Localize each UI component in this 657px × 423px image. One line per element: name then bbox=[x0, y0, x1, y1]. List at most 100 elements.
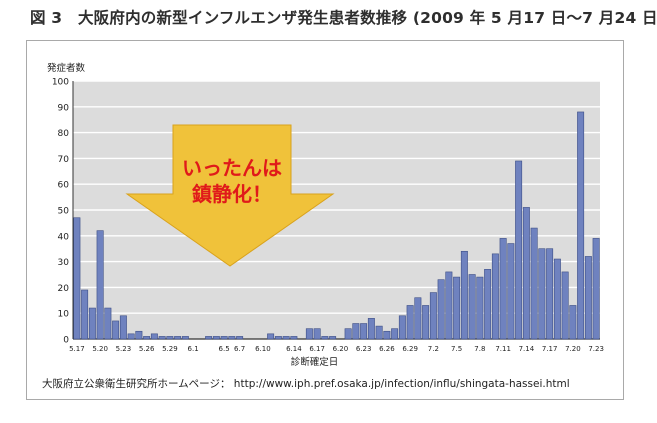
x-tick-label: 6.26 bbox=[379, 345, 395, 353]
bar bbox=[584, 256, 592, 340]
bar bbox=[406, 305, 414, 340]
down-arrow-shape bbox=[125, 124, 335, 267]
bar bbox=[383, 330, 391, 340]
x-tick-label: 7.23 bbox=[588, 345, 604, 353]
bar bbox=[321, 336, 329, 340]
x-tick-label: 6.29 bbox=[402, 345, 418, 353]
bar bbox=[569, 305, 577, 340]
bar bbox=[119, 315, 127, 340]
x-tick-label: 6.17 bbox=[309, 345, 325, 353]
bar bbox=[150, 333, 158, 340]
bar bbox=[352, 323, 360, 340]
bar bbox=[538, 248, 546, 340]
bar bbox=[445, 271, 453, 340]
bar bbox=[112, 320, 120, 340]
x-tick-label: 5.20 bbox=[92, 345, 108, 353]
x-axis-label: 診断確定日 bbox=[291, 356, 339, 368]
bar bbox=[484, 269, 492, 340]
x-tick-label: 5.17 bbox=[69, 345, 85, 353]
chart-frame: 発症者数 0 10 20 30 40 50 60 70 80 90 100 いったんは 鎮静化！ 5… bbox=[26, 40, 624, 400]
bar bbox=[429, 292, 437, 340]
bar bbox=[367, 318, 375, 340]
y-tick-label: 0 bbox=[63, 336, 69, 346]
y-tick-label: 60 bbox=[58, 181, 70, 191]
bar bbox=[290, 336, 298, 340]
bar bbox=[305, 328, 313, 340]
bar bbox=[561, 271, 569, 340]
bar bbox=[96, 230, 104, 340]
bar bbox=[212, 336, 220, 340]
callout-arrow: いったんは 鎮静化！ bbox=[125, 124, 335, 267]
x-tick-label: 7.11 bbox=[495, 345, 511, 353]
bars bbox=[73, 111, 600, 340]
bar bbox=[530, 227, 538, 340]
bar bbox=[422, 305, 430, 340]
callout-text-line2: 鎮静化！ bbox=[192, 182, 272, 206]
x-tick-label: 6.1 bbox=[188, 345, 199, 353]
bar bbox=[553, 258, 561, 340]
y-tick-label: 20 bbox=[58, 284, 70, 294]
bar bbox=[468, 274, 476, 340]
x-tick-label: 7.17 bbox=[542, 345, 558, 353]
x-tick-label: 7.14 bbox=[519, 345, 535, 353]
y-tick-label: 90 bbox=[58, 103, 70, 113]
bar bbox=[360, 323, 368, 340]
bar bbox=[507, 243, 515, 340]
bar bbox=[228, 336, 236, 340]
y-tick-label: 50 bbox=[58, 207, 70, 217]
bar bbox=[81, 289, 89, 340]
bar bbox=[398, 315, 406, 340]
bar bbox=[491, 253, 499, 340]
y-tick-label: 100 bbox=[52, 78, 69, 88]
bar bbox=[282, 336, 290, 340]
bar bbox=[391, 328, 399, 340]
bar bbox=[174, 336, 182, 340]
x-tick-label: 6.10 bbox=[255, 345, 271, 353]
x-tick-label: 6.14 bbox=[286, 345, 302, 353]
bar bbox=[181, 336, 189, 340]
bar bbox=[460, 250, 468, 340]
bar bbox=[127, 333, 135, 340]
callout-text-line1: いったんは bbox=[182, 156, 282, 180]
bar bbox=[515, 160, 523, 340]
bar bbox=[329, 336, 337, 340]
x-tick-label: 5.26 bbox=[139, 345, 155, 353]
bar bbox=[375, 325, 383, 340]
figure-title: 図 3 大阪府内の新型インフルエンザ発生患者数推移 (2009 年 5 月17 … bbox=[30, 9, 657, 27]
x-tick-labels: 5.17 5.20 5.23 5.26 5.29 6.1 6.5 6.7 6.10 6.14 6.1… bbox=[69, 345, 604, 353]
bar-chart: 発症者数 0 10 20 30 40 50 60 70 80 90 100 いったんは 鎮静化！ 5… bbox=[47, 62, 604, 368]
y-tick-label: 30 bbox=[58, 258, 70, 268]
bar bbox=[88, 307, 96, 340]
bar bbox=[143, 336, 151, 340]
y-axis-label: 発症者数 bbox=[47, 62, 86, 74]
bar bbox=[476, 276, 484, 340]
bar bbox=[577, 111, 585, 340]
x-tick-label: 6.20 bbox=[333, 345, 349, 353]
bar bbox=[267, 333, 275, 340]
bar bbox=[453, 276, 461, 340]
y-tick-label: 40 bbox=[58, 232, 70, 242]
bar bbox=[499, 238, 507, 340]
bar bbox=[236, 336, 244, 340]
x-tick-label: 5.29 bbox=[162, 345, 178, 353]
bar bbox=[274, 336, 282, 340]
bar bbox=[344, 328, 352, 340]
x-tick-label: 7.5 bbox=[451, 345, 462, 353]
bar bbox=[73, 217, 81, 340]
bar bbox=[158, 336, 166, 340]
x-tick-label: 7.20 bbox=[565, 345, 581, 353]
bar bbox=[220, 336, 228, 340]
x-tick-label: 6.23 bbox=[356, 345, 372, 353]
bar bbox=[205, 336, 213, 340]
bar bbox=[437, 279, 445, 340]
x-tick-label: 5.23 bbox=[116, 345, 132, 353]
x-tick-label: 6.5 bbox=[219, 345, 230, 353]
bar bbox=[135, 330, 143, 340]
bar bbox=[546, 248, 554, 340]
y-tick-label: 10 bbox=[58, 310, 70, 320]
bar bbox=[166, 336, 174, 340]
bar bbox=[592, 238, 600, 340]
x-tick-label: 7.8 bbox=[474, 345, 485, 353]
bar bbox=[522, 207, 530, 340]
x-tick-label: 7.2 bbox=[428, 345, 439, 353]
